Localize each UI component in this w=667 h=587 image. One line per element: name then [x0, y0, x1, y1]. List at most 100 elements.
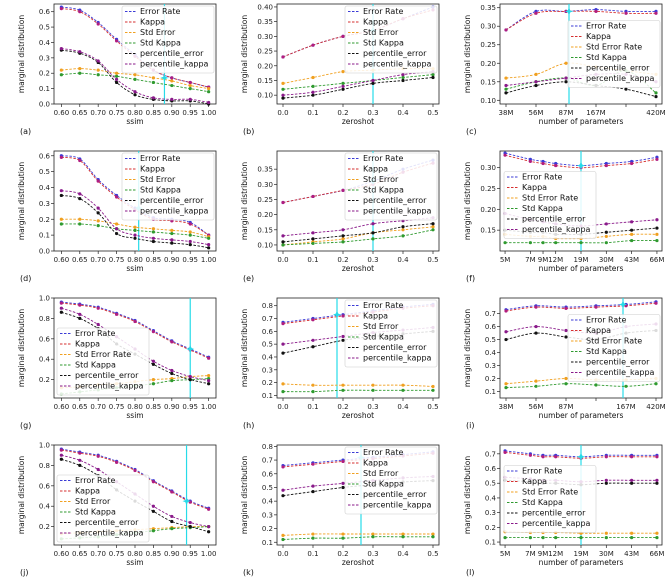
- data-point: [564, 80, 568, 84]
- x-axis-label: ssim: [126, 411, 143, 420]
- data-point: [96, 22, 100, 26]
- data-point: [630, 481, 634, 485]
- data-point: [534, 83, 538, 88]
- legend-label: Std Error Rate: [586, 337, 642, 346]
- series-line: [504, 213, 657, 227]
- x-tick-label: 0.75: [109, 109, 125, 117]
- y-tick-label: 0.2: [39, 523, 50, 531]
- data-point: [170, 241, 174, 245]
- data-point: [188, 378, 192, 382]
- data-point: [311, 532, 315, 536]
- data-point: [114, 231, 119, 236]
- legend-label: Kappa: [586, 32, 611, 41]
- data-point: [655, 157, 659, 161]
- series-line: [505, 233, 657, 240]
- legend-label: percentile_error: [363, 490, 427, 499]
- data-point: [371, 535, 375, 539]
- data-point: [59, 73, 63, 77]
- series-line: [505, 239, 657, 244]
- legend-box: [344, 152, 438, 221]
- data-point: [281, 382, 285, 386]
- data-point: [554, 163, 558, 168]
- series-line: [504, 152, 657, 167]
- legend-label: percentile_kappa: [140, 207, 209, 216]
- data-point: [78, 10, 82, 14]
- data-point: [341, 459, 345, 464]
- y-tick-label: 0.8: [262, 443, 273, 451]
- data-point: [133, 319, 137, 324]
- series-line: [61, 48, 209, 103]
- data-point: [341, 81, 345, 86]
- x-tick-label: 0.65: [72, 109, 88, 117]
- panel-label: (j): [20, 568, 28, 577]
- data-point: [564, 382, 568, 386]
- data-point: [151, 236, 156, 240]
- data-point: [311, 389, 315, 394]
- cursor-marker: [565, 7, 573, 16]
- y-axis-label: marginal distribution: [463, 456, 472, 535]
- y-tick-label: 0.2: [262, 379, 273, 387]
- y-tick-label: 0.4: [485, 349, 497, 357]
- y-axis-label: marginal distribution: [240, 162, 249, 241]
- x-tick-label: 9M: [538, 256, 549, 264]
- y-tick-label: 0.6: [485, 465, 497, 473]
- data-point: [534, 331, 538, 335]
- data-point: [371, 81, 375, 86]
- data-point: [78, 451, 82, 455]
- data-point: [59, 47, 63, 51]
- data-point: [170, 371, 174, 376]
- data-point: [78, 67, 82, 71]
- legend-label: Kappa: [522, 183, 547, 192]
- x-tick-label: 30M: [599, 550, 614, 558]
- x-tick-label: 0.85: [146, 109, 162, 117]
- y-tick-label: 0.30: [480, 164, 496, 172]
- chart-panel: marginal distribution 0.2 0.4 0.6 0.8 1.0 0.60…: [17, 295, 216, 431]
- data-point: [59, 7, 63, 11]
- x-tick-label: 19M: [574, 550, 589, 558]
- y-tick-label: 0.5: [39, 24, 50, 32]
- x-axis-label: ssim: [126, 558, 143, 567]
- y-tick-label: 0.7: [262, 457, 273, 465]
- data-point: [59, 301, 63, 305]
- legend-label: Std Error Rate: [522, 488, 578, 497]
- y-tick-label: 0.3: [262, 511, 273, 519]
- x-tick-label: 0.90: [164, 256, 180, 264]
- x-tick-label: 66M: [649, 550, 664, 558]
- x-tick-label: 0.1: [307, 256, 318, 264]
- data-point: [170, 83, 174, 88]
- series-line: [505, 479, 657, 486]
- x-tick-label: 0.2: [337, 256, 348, 264]
- data-point: [431, 222, 435, 226]
- data-point: [504, 87, 508, 91]
- x-axis-label: number of parameters: [539, 264, 624, 273]
- cursor-marker: [160, 73, 169, 82]
- data-point: [96, 206, 100, 210]
- data-point: [188, 243, 192, 247]
- data-point: [604, 241, 608, 245]
- data-point: [401, 388, 405, 392]
- chart-panel: marginal distribution 0.10 0.15 0.20 0.25 0.3…: [463, 3, 666, 136]
- data-point: [604, 234, 608, 239]
- y-tick-label: 0.2: [262, 525, 273, 533]
- series-line: [504, 154, 657, 169]
- x-tick-label: 0.3: [367, 550, 378, 558]
- legend-label: percentile_kappa: [522, 519, 591, 528]
- y-tick-label: 0.5: [262, 484, 273, 492]
- series-line: [505, 450, 657, 458]
- series-line: [505, 9, 657, 31]
- x-tick-label: 12M: [548, 550, 563, 558]
- x-tick-label: 87M: [559, 403, 574, 411]
- data-point: [604, 481, 608, 485]
- data-point: [207, 246, 211, 250]
- data-point: [371, 532, 375, 536]
- data-point: [401, 535, 405, 539]
- x-tick-label: 0.70: [90, 109, 106, 117]
- panel-label: (i): [466, 421, 474, 430]
- data-point: [59, 453, 63, 457]
- x-tick-label: 0.4: [397, 550, 409, 558]
- data-point: [630, 238, 634, 243]
- legend-label: Error Rate: [522, 173, 562, 182]
- data-point: [281, 322, 285, 326]
- data-point: [281, 389, 285, 394]
